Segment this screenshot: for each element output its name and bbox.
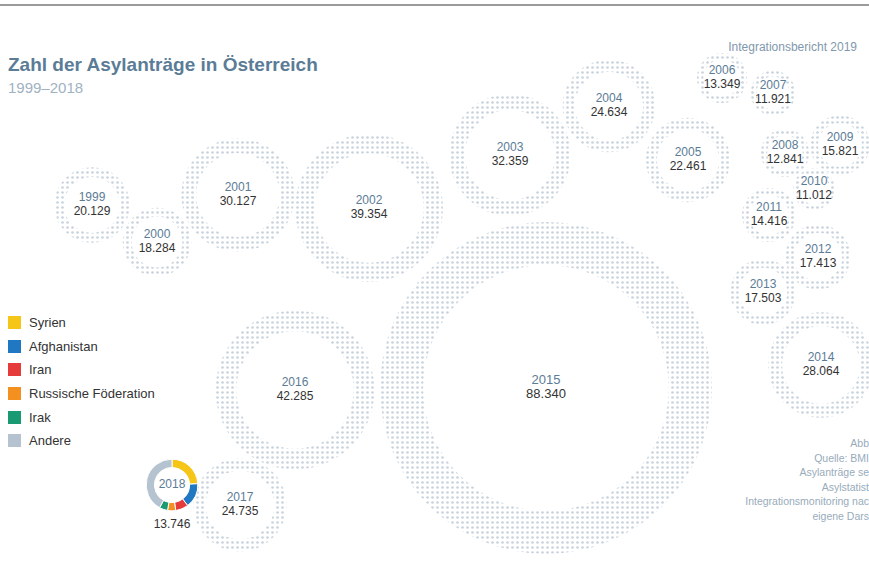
html-text:Abb: Abb (850, 437, 869, 449)
svg-text:2002: 2002 (356, 193, 383, 207)
html-text:eigene Dars: eigene Dars (812, 509, 869, 522)
svg-text:24.735: 24.735 (222, 504, 259, 518)
svg-text:2005: 2005 (675, 145, 702, 159)
html-text:Asylstatist: Asylstatist (821, 480, 869, 493)
svg-text:22.461: 22.461 (670, 159, 707, 173)
svg-text:28.064: 28.064 (803, 364, 840, 378)
html-text:Andere: Andere (29, 433, 71, 449)
html-text:13.746: 13.746 (153, 516, 191, 531)
svg-text:2012: 2012 (805, 242, 832, 256)
svg-text:12.841: 12.841 (767, 152, 804, 166)
svg-text:11.012: 11.012 (796, 188, 832, 202)
html-text:Quelle: BMI: Quelle: BMI (814, 451, 869, 464)
html-text:Syrien: Syrien (29, 315, 66, 331)
svg-text:17.413: 17.413 (800, 256, 837, 270)
svg-text:2006: 2006 (709, 63, 736, 77)
svg-text:2009: 2009 (827, 130, 854, 144)
svg-text:2017: 2017 (227, 490, 254, 504)
svg-text:30.127: 30.127 (220, 194, 257, 208)
html-text:1999–2018: 1999–2018 (8, 79, 84, 96)
svg-text:1999: 1999 (79, 190, 106, 204)
svg-text:2004: 2004 (596, 91, 623, 105)
svg-text:2000: 2000 (144, 227, 171, 241)
svg-text:18.284: 18.284 (139, 241, 176, 255)
svg-text:2008: 2008 (772, 138, 799, 152)
svg-text:88.340: 88.340 (526, 386, 566, 401)
html-text:Afghanistan: Afghanistan (29, 338, 98, 354)
svg-text:2003: 2003 (497, 140, 524, 154)
svg-text:17.503: 17.503 (745, 291, 782, 305)
html-text:Irak: Irak (29, 409, 51, 425)
svg-text:42.285: 42.285 (277, 389, 314, 403)
html-text:Iran: Iran (29, 362, 52, 378)
html-text:Integrationsmonitoring nac: Integrationsmonitoring nac (745, 495, 869, 507)
svg-text:20.129: 20.129 (74, 204, 111, 218)
html-text:2018: 2018 (158, 477, 186, 491)
svg-text:32.359: 32.359 (492, 154, 529, 168)
svg-text:2007: 2007 (760, 78, 787, 92)
svg-text:2010: 2010 (801, 174, 828, 188)
html-text:Zahl der Asylanträge in Österr: Zahl der Asylanträge in Österreich (8, 54, 318, 75)
svg-text:15.821: 15.821 (822, 144, 859, 158)
html-text:Asylanträge se: Asylanträge se (799, 466, 869, 478)
svg-text:11.921: 11.921 (755, 92, 791, 106)
svg-text:2016: 2016 (282, 375, 309, 389)
svg-text:39.354: 39.354 (351, 207, 388, 221)
svg-text:13.349: 13.349 (704, 77, 741, 91)
svg-text:24.634: 24.634 (591, 105, 628, 119)
svg-text:14.416: 14.416 (751, 214, 788, 228)
svg-text:2015: 2015 (532, 372, 561, 387)
html-text:Integrationsbericht 2019: Integrationsbericht 2019 (728, 40, 857, 54)
svg-text:2013: 2013 (750, 277, 777, 291)
svg-text:2001: 2001 (225, 180, 252, 194)
html-text:Russische Föderation: Russische Föderation (29, 386, 155, 402)
svg-text:2011: 2011 (756, 200, 782, 214)
svg-text:2014: 2014 (808, 350, 835, 364)
